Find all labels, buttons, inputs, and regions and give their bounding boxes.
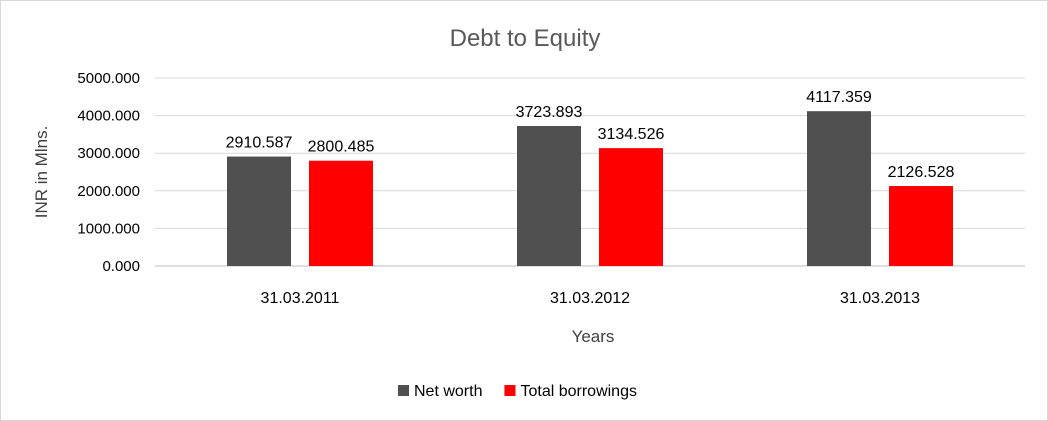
y-tick-label: 5000.000 [77, 70, 140, 87]
x-category-label: 31.03.2013 [840, 290, 920, 307]
bar-total-borrowings [889, 186, 953, 266]
legend-label: Total borrowings [520, 383, 637, 400]
x-category-label: 31.03.2011 [261, 290, 340, 307]
x-category-label: 31.03.2012 [550, 290, 630, 307]
bar-total-borrowings [309, 160, 373, 266]
y-axis-title: INR in Mlns. [32, 126, 51, 219]
bar-net-worth [517, 125, 581, 266]
bar-total-borrowings [599, 148, 663, 266]
data-labels: 2910.587 2800.485 3723.893 3134.526 4117.359… [226, 89, 955, 181]
bar-net-worth [807, 111, 871, 266]
y-tick-label: 4000.000 [77, 108, 140, 125]
legend: Net worth Total borrowings [398, 383, 637, 400]
gridlines [155, 77, 1025, 267]
chart-title: Debt to Equity [450, 25, 601, 52]
y-tick-label: 1000.000 [77, 220, 140, 237]
data-label: 3723.893 [516, 104, 583, 121]
legend-swatch [504, 385, 516, 396]
data-label: 2910.587 [226, 135, 293, 152]
data-label: 3134.526 [598, 126, 665, 143]
data-label: 2800.485 [308, 139, 375, 156]
x-axis-categories: 31.03.2011 31.03.2012 31.03.2013 [261, 290, 921, 307]
x-axis-title: Years [572, 327, 615, 346]
y-tick-label: 0.000 [102, 258, 140, 275]
legend-label: Net worth [414, 383, 482, 400]
data-label: 4117.359 [806, 89, 872, 106]
data-label: 2126.528 [888, 164, 955, 181]
bars [227, 111, 953, 266]
y-axis-ticks: 0.000 1000.000 2000.000 3000.000 4000.000 500… [77, 70, 140, 275]
bar-net-worth [227, 156, 291, 266]
y-tick-label: 2000.000 [77, 183, 140, 200]
y-tick-label: 3000.000 [77, 145, 140, 162]
legend-swatch [398, 385, 409, 396]
